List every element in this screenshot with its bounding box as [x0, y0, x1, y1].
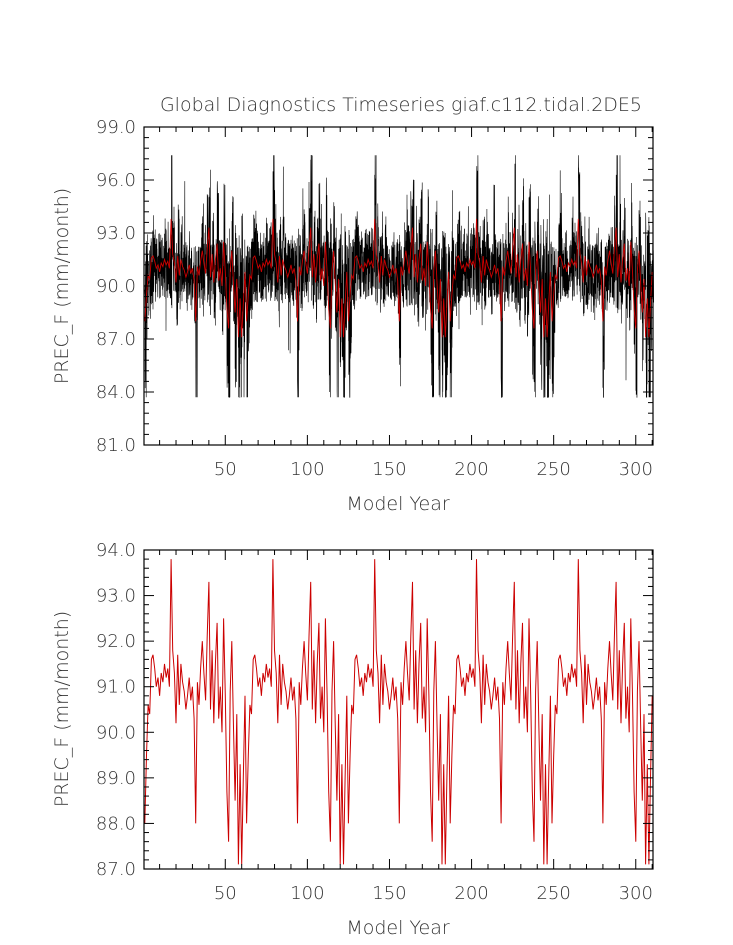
chart-title: Global Diagnostics Timeseries giaf.c112.… [160, 94, 642, 116]
bottom-x-tick-label: 150 [372, 883, 406, 904]
top-x-tick-label: 200 [454, 459, 488, 480]
annual-series-line [144, 559, 653, 865]
top-y-tick-label: 84.0 [96, 382, 136, 403]
top-y-axis-label: PREC_F (mm/month) [51, 188, 73, 384]
bottom-y-tick-label: 90.0 [96, 722, 136, 743]
bottom-y-tick-label: 91.0 [96, 677, 136, 698]
annual-mean-series-line [144, 218, 653, 338]
top-panel: 50 100 150 200 250 300 81.0 84.0 87.0 90.0 93.0 96.… [51, 117, 654, 515]
top-y-tick-label: 99.0 [96, 117, 136, 138]
bottom-series-group [144, 559, 653, 865]
top-y-tick-label: 81.0 [96, 435, 136, 456]
bottom-y-tick-label: 87.0 [96, 859, 136, 880]
top-x-tick-label: 300 [619, 459, 653, 480]
bottom-y-tick-label: 88.0 [96, 813, 136, 834]
bottom-x-tick-label: 100 [290, 883, 324, 904]
bottom-y-tick-label: 93.0 [96, 586, 136, 607]
bottom-x-tick-label: 300 [619, 883, 653, 904]
bottom-tick-group: 50 100 150 200 250 300 87.0 88.0 89.0 90.0 91.0 92.… [96, 540, 653, 904]
top-x-axis-label: Model Year [346, 493, 450, 515]
bottom-y-tick-label: 89.0 [96, 768, 136, 789]
top-y-tick-label: 87.0 [96, 329, 136, 350]
bottom-plot-frame [143, 549, 654, 870]
top-x-tick-label: 150 [372, 459, 406, 480]
top-y-tick-label: 96.0 [96, 170, 136, 191]
top-x-tick-label: 50 [214, 459, 237, 480]
bottom-y-tick-label: 94.0 [96, 540, 136, 561]
bottom-x-tick-label: 250 [536, 883, 570, 904]
top-x-tick-label: 250 [536, 459, 570, 480]
bottom-x-tick-label: 50 [214, 883, 237, 904]
top-tick-group: 50 100 150 200 250 300 81.0 84.0 87.0 90.0 93.0 96.… [96, 117, 653, 480]
bottom-x-axis-label: Model Year [346, 917, 450, 939]
bottom-y-axis-label: PREC_F (mm/month) [51, 611, 73, 807]
bottom-panel: 50 100 150 200 250 300 87.0 88.0 89.0 90.0 91.0 92.… [51, 540, 654, 939]
top-x-tick-label: 100 [290, 459, 324, 480]
top-y-tick-label: 90.0 [96, 276, 136, 297]
bottom-y-tick-label: 92.0 [96, 631, 136, 652]
top-y-tick-label: 93.0 [96, 223, 136, 244]
bottom-x-tick-label: 200 [454, 883, 488, 904]
top-series-group [144, 155, 654, 398]
